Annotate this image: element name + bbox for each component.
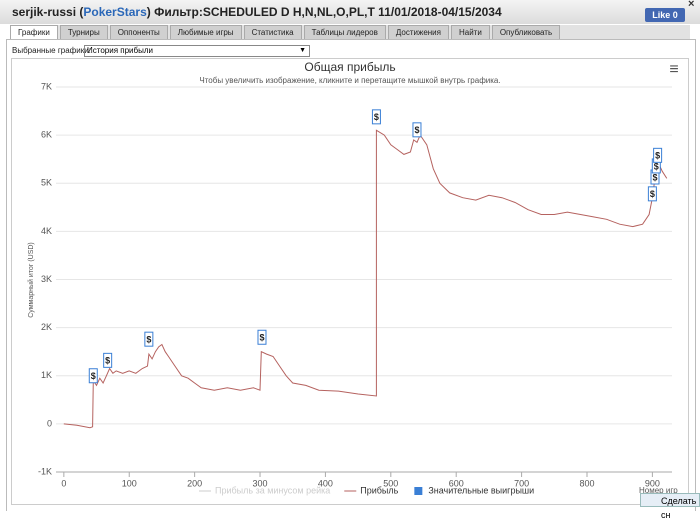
player: serjik-russi ( [12,5,84,19]
marker-symbol: $ [374,112,379,122]
y-tick-label: 7K [41,81,52,91]
x-tick-label: 600 [449,478,464,488]
tab[interactable]: Таблицы лидеров [303,25,386,39]
header: serjik-russi (PokerStars) Фильтр:SCHEDUL… [0,0,700,24]
snapshot-button[interactable]: Сделать сн [640,493,700,520]
tab-bar: Графики Турниры Оппоненты Любимые игры Стати… [10,25,690,39]
marker-symbol: $ [146,335,151,345]
like-button[interactable]: Like 0 [645,8,685,22]
big-win-marker: $ [103,352,113,368]
legend-label: Прибыль за минусом рейка [215,485,330,495]
tab[interactable]: Любимые игры [169,25,242,39]
marker-box [371,109,381,125]
marker-symbol: $ [652,172,657,182]
marker-symbol: $ [91,371,96,381]
marker-symbol: $ [650,189,655,199]
marker-box [144,331,154,347]
profit-line [63,129,668,429]
y-tick-label: -1K [38,466,52,476]
y-tick-label: 3K [41,274,52,284]
marker-symbol: $ [655,151,660,161]
y-axis-label: Суммарный итог (USD) [27,242,35,318]
marker-box [88,368,98,384]
x-tick-label: 300 [253,478,268,488]
selector-label: Выбранные графики: [12,46,91,55]
big-win-marker: $ [88,368,98,384]
big-win-marker: $ [412,122,422,138]
tab[interactable]: Турниры [59,25,108,39]
marker-box [103,352,113,368]
big-win-marker: $ [371,109,381,125]
like-count: 0 [672,10,678,20]
x-tick-label: 0 [61,478,66,488]
chart: Общая прибыль Чтобы увеличить изображени… [11,58,689,505]
marker-symbol: $ [259,333,264,343]
x-tick-label: 100 [122,478,137,488]
big-win-marker: $ [647,186,657,202]
marker-symbol: $ [414,125,419,135]
legend-swatch [414,487,423,495]
site-link[interactable]: PokerStars [83,5,147,19]
marker-symbol: $ [654,161,659,171]
x-tick-label: 400 [318,478,333,488]
x-tick-label: 900 [645,478,660,488]
x-tick-label: 800 [579,478,594,488]
tab[interactable]: Статистика [243,25,302,39]
y-tick-label: 6K [41,130,52,140]
close-button[interactable]: × [688,0,695,10]
selector-arrow: ▼ [299,47,306,54]
header-title: serjik-russi (PokerStars) Фильтр:SCHEDUL… [12,0,502,24]
y-tick-label: 5K [41,178,52,188]
big-win-marker: $ [257,329,267,345]
x-tick-label: 500 [383,478,398,488]
y-tick-label: 1K [41,370,52,380]
tab[interactable]: Оппоненты [109,25,168,39]
chart-frame [11,58,689,505]
filter: ) Фильтр:SCHEDULED D H,N,NL,O,PL,T 11/01… [146,5,502,19]
marker-box [412,122,422,138]
x-tick-label: 700 [514,478,529,488]
x-tick-label: 200 [187,478,202,488]
chart-subtitle: Чтобы увеличить изображение, кликните и … [199,76,500,85]
tab[interactable]: Графики [10,25,58,39]
tab[interactable]: Найти [450,25,490,39]
menu-icon[interactable]: ≡ [669,61,678,78]
like-label: Like [652,10,671,20]
selector[interactable]: История прибыли ▼ [84,45,310,57]
marker-box [653,147,663,163]
marker-box [257,329,267,345]
x-axis-label: Номер игр [639,486,678,495]
big-win-marker: $ [144,331,154,347]
tab[interactable]: Достижения [387,25,449,39]
legend-label: Прибыль [360,485,398,495]
legend-label: Значительные выигрыши [428,485,534,495]
y-tick-label: 4K [41,226,52,236]
selector-value: История прибыли [87,46,153,55]
marker-box [647,186,657,202]
big-win-marker: $ [653,147,663,163]
chart-title: Общая прибыль [304,60,395,74]
marker-symbol: $ [105,356,110,366]
tab[interactable]: Опубликовать [491,25,561,39]
y-tick-label: 2K [41,322,52,332]
y-tick-label: 0 [47,418,52,428]
